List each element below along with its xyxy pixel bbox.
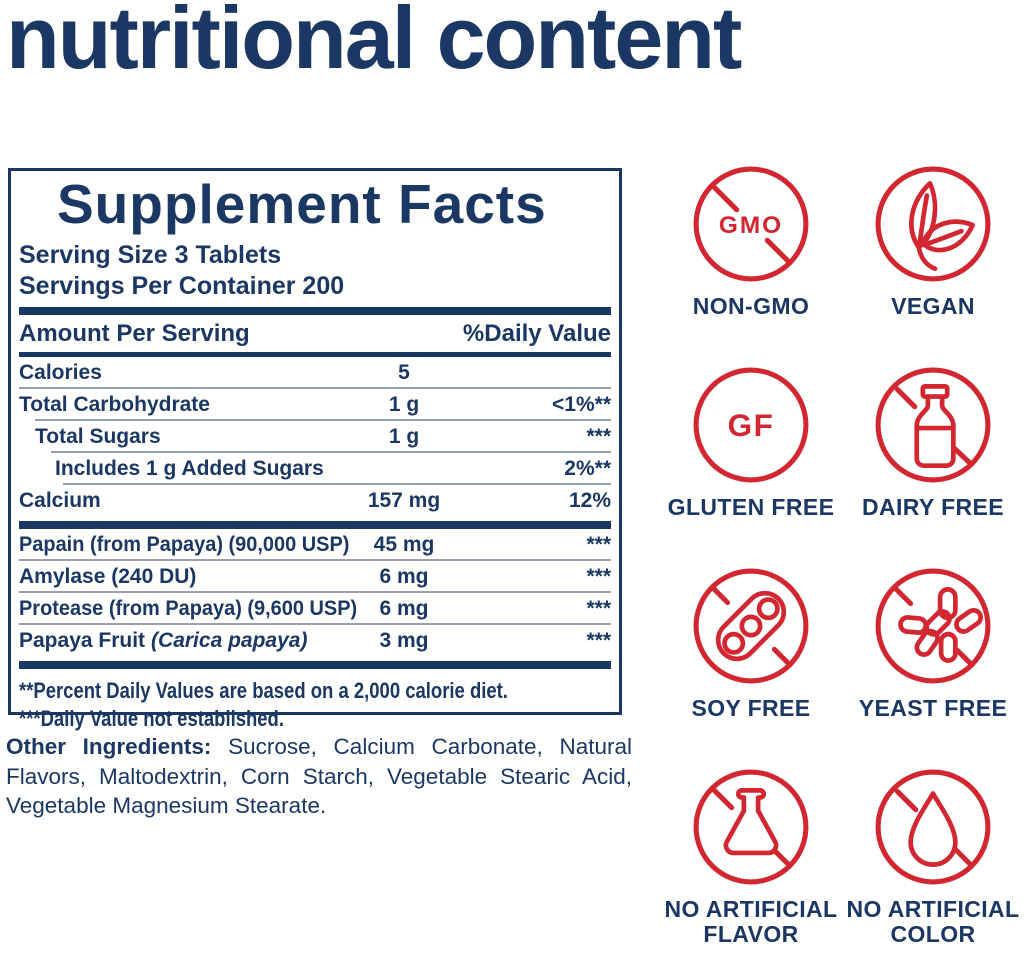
table-row: Calcium 157 mg 12% (19, 485, 611, 515)
nutrient-latin-name: (Carica papaya) (151, 629, 308, 652)
svg-text:GF: GF (728, 407, 775, 443)
badge-no-artificial-color: NO ARTIFICIAL COLOR (842, 766, 1024, 967)
serving-size: Serving Size 3 Tablets (19, 241, 282, 269)
nutrient-name: Papain (from Papaya) (90,000 USP) (19, 534, 349, 555)
badge-no-artificial-flavor: NO ARTIFICIAL FLAVOR (660, 766, 842, 967)
nutrient-name: Amylase (240 DU) (19, 565, 197, 588)
nutrient-dv: *** (586, 629, 611, 652)
flask-crossed-icon (693, 769, 809, 885)
divider (51, 451, 611, 453)
badge-label: NON-GMO (692, 293, 810, 319)
divider (19, 521, 611, 529)
nutrient-dv: <1%** (552, 393, 611, 416)
nutrient-name: Calories (19, 361, 102, 384)
table-row: Papaya Fruit (Carica papaya) 3 mg *** (19, 625, 611, 655)
badge-label: NO ARTIFICIAL FLAVOR (664, 896, 838, 947)
nutrient-amount: 6 mg (379, 597, 429, 620)
footnote-dv-not-established: ***Daily Value not established. (19, 705, 611, 733)
milk-bottle-crossed-icon (875, 367, 991, 483)
nutrient-name: Papaya Fruit (Carica papaya) (19, 630, 339, 651)
badge-dairy-free: DAIRY FREE (842, 364, 1024, 565)
droplet-crossed-icon (875, 769, 991, 885)
divider (19, 623, 611, 625)
divider (19, 387, 611, 389)
badge-label: DAIRY FREE (861, 494, 1005, 520)
amount-per-serving-header: Amount Per Serving (19, 320, 250, 347)
badge-soy-free: SOY FREE (660, 565, 842, 766)
nutrient-amount: 3 mg (379, 629, 429, 652)
other-ingredients-text: Sucrose, Calcium Carbonate, Natural Flav… (6, 734, 632, 819)
nutrient-amount: 6 mg (379, 565, 429, 588)
svg-text:GMO: GMO (719, 212, 783, 239)
badge-label: NO ARTIFICIAL COLOR (846, 896, 1020, 947)
nutrient-amount: 5 (398, 361, 410, 384)
divider (35, 419, 611, 421)
footnote-text: ***Daily Value not established. (19, 706, 284, 732)
badge-vegan: VEGAN (842, 163, 1024, 364)
nutrient-name: Protease (from Papaya) (9,600 USP) (19, 598, 357, 619)
yeast-cells-crossed-icon (875, 568, 991, 684)
nutrient-name: Total Carbohydrate (19, 393, 210, 416)
nutrient-amount: 1 g (388, 393, 420, 416)
nutrient-name: Calcium (19, 489, 101, 512)
badge-label: GLUTEN FREE (667, 494, 835, 520)
nutrient-dv: *** (586, 565, 611, 588)
nutrient-name: Total Sugars (35, 425, 161, 448)
supplement-facts-panel: Supplement Facts Serving Size 3 Tablets … (8, 168, 622, 731)
nutrient-amount: 45 mg (373, 533, 435, 556)
footnote-daily-values: **Percent Daily Values are based on a 2,… (19, 677, 611, 705)
footnote-text: **Percent Daily Values are based on a 2,… (19, 678, 508, 703)
divider (19, 661, 611, 669)
badge-label: YEAST FREE (858, 695, 1008, 721)
nutrient-amount: 157 mg (367, 489, 441, 512)
other-ingredients-label: Other Ingredients: (6, 734, 212, 759)
divider (19, 559, 611, 561)
table-row: Includes 1 g Added Sugars 2%** (19, 453, 611, 483)
daily-value-header: %Daily Value (462, 320, 611, 347)
nutrient-name-text: Papain (from Papaya) (90,000 USP) (19, 533, 350, 556)
nutrient-dv: *** (586, 597, 611, 620)
table-row: Total Sugars 1 g *** (19, 421, 611, 451)
nutrient-amount: 1 g (388, 425, 420, 448)
other-ingredients: Other Ingredients: Sucrose, Calcium Carb… (6, 732, 632, 821)
badge-non-gmo: GMO NON-GMO (660, 163, 842, 364)
supplement-facts-title: Supplement Facts (57, 173, 547, 235)
nutrient-name-text: Protease (from Papaya) (9,600 USP) (19, 597, 358, 620)
servings-per-container: Servings Per Container 200 (19, 271, 345, 300)
nutrient-name-text: Papaya Fruit (19, 629, 146, 652)
divider (63, 483, 611, 485)
badge-label: SOY FREE (691, 695, 811, 721)
badge-label: VEGAN (891, 293, 975, 319)
gluten-free-icon: GF (693, 367, 809, 483)
diet-badges: GMO NON-GMO VEGAN GF GLUTEN FREE (660, 163, 1024, 967)
footnotes: **Percent Daily Values are based on a 2,… (19, 669, 611, 733)
gmo-crossed-icon: GMO (693, 166, 809, 282)
table-row: Protease (from Papaya) (9,600 USP) 6 mg … (19, 593, 611, 623)
nutrient-dv: 12% (568, 489, 611, 512)
table-row: Amylase (240 DU) 6 mg *** (19, 561, 611, 591)
badge-gluten-free: GF GLUTEN FREE (660, 364, 842, 565)
nutrient-dv: 2%** (564, 457, 611, 480)
page-title: nutritional content (6, 0, 742, 87)
badge-yeast-free: YEAST FREE (842, 565, 1024, 766)
nutrient-name: Includes 1 g Added Sugars (55, 457, 324, 480)
table-header: Amount Per Serving %Daily Value (19, 315, 611, 357)
leaves-icon (875, 166, 991, 282)
table-row: Total Carbohydrate 1 g <1%** (19, 389, 611, 419)
nutrient-dv: *** (586, 425, 611, 448)
table-row: Calories 5 (19, 357, 611, 387)
soy-pod-crossed-icon (693, 568, 809, 684)
nutrient-dv: *** (586, 533, 611, 556)
divider (19, 591, 611, 593)
divider (19, 307, 611, 315)
table-row: Papain (from Papaya) (90,000 USP) 45 mg … (19, 529, 611, 559)
